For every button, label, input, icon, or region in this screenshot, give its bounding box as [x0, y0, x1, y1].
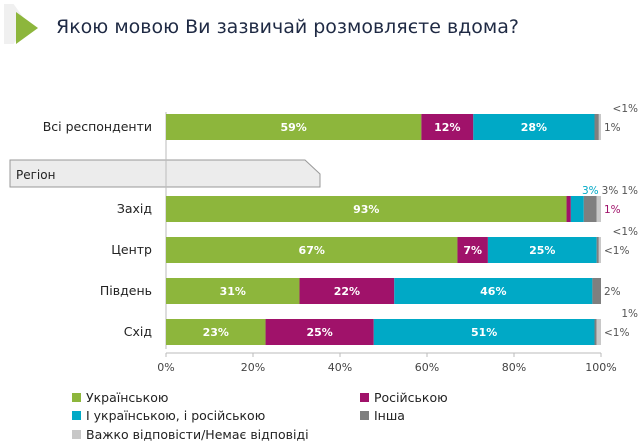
bar-segment — [421, 114, 474, 140]
x-tick-label: 40% — [328, 361, 352, 374]
bar-segment — [166, 237, 458, 263]
data-label: 25% — [306, 326, 332, 339]
category-label: Схід — [124, 324, 152, 339]
legend-item: Інша — [360, 408, 405, 423]
bar-segment — [166, 319, 266, 345]
legend-swatch — [72, 393, 81, 402]
region-header-label: Регіон — [16, 168, 55, 182]
legend-item: І українською, і російською — [72, 408, 265, 423]
bar-segment — [473, 114, 595, 140]
data-label: 59% — [281, 121, 307, 134]
data-label: <1% — [613, 103, 638, 115]
bar-segment — [594, 319, 597, 345]
data-label: 1% — [621, 308, 638, 320]
data-label: 1% — [604, 204, 621, 216]
legend-swatch — [360, 411, 369, 420]
x-tick-label: 20% — [241, 361, 265, 374]
bar-segment — [166, 278, 300, 304]
data-label: 1% — [604, 122, 621, 134]
bar-segment — [596, 196, 601, 222]
data-label: 51% — [471, 326, 497, 339]
data-label: 7% — [463, 244, 482, 257]
legend-item: Важко відповісти/Немає відповіді — [72, 427, 309, 442]
legend-label: Російською — [374, 390, 448, 405]
category-label: Центр — [111, 242, 152, 257]
bar-segment — [594, 114, 599, 140]
bar-segment — [265, 319, 374, 345]
bar-segment — [166, 196, 567, 222]
x-tick-label: 60% — [415, 361, 439, 374]
bar-segment — [592, 278, 601, 304]
data-label: 2% — [604, 286, 621, 298]
legend-label: Важко відповісти/Немає відповіді — [86, 427, 309, 442]
bar-segment — [570, 196, 584, 222]
x-tick-label: 0% — [157, 361, 174, 374]
title-arrow-icon — [16, 12, 38, 44]
legend-item: Російською — [360, 390, 448, 405]
data-label: 67% — [299, 244, 325, 257]
data-label: 3% — [602, 185, 619, 197]
page-title: Якою мовою Ви зазвичай розмовляєте вдома… — [56, 16, 519, 38]
bar-segment — [596, 319, 601, 345]
data-label: 1% — [621, 185, 638, 197]
legend-label: Українською — [86, 390, 169, 405]
bar-segment — [457, 237, 488, 263]
x-tick-label: 100% — [585, 361, 616, 374]
region-header-box — [9, 159, 321, 188]
bar-segment — [596, 237, 599, 263]
legend-swatch — [72, 430, 81, 439]
legend-swatch — [360, 393, 369, 402]
legend-label: Інша — [374, 408, 405, 423]
bar-segment — [166, 114, 422, 140]
data-label: 23% — [203, 326, 229, 339]
data-label: 93% — [353, 203, 379, 216]
legend-swatch — [72, 411, 81, 420]
category-label: Захід — [117, 201, 152, 216]
category-label: Всі респонденти — [43, 119, 152, 134]
bar-segment — [299, 278, 395, 304]
bar-segment — [598, 237, 601, 263]
data-label: <1% — [613, 226, 638, 238]
data-label: 22% — [334, 285, 360, 298]
category-label: Південь — [100, 283, 152, 298]
bar-segment — [394, 278, 593, 304]
data-label: 25% — [529, 244, 555, 257]
bar-segment — [598, 114, 601, 140]
data-label: 3% — [582, 185, 599, 197]
bar-segment — [583, 196, 597, 222]
legend-item: Українською — [72, 390, 168, 405]
data-label: 28% — [521, 121, 547, 134]
bar-segment — [487, 237, 597, 263]
data-label: 12% — [434, 121, 460, 134]
x-tick-label: 80% — [502, 361, 526, 374]
data-label: <1% — [604, 245, 629, 257]
bar-segment — [566, 196, 571, 222]
bar-segment — [373, 319, 595, 345]
legend-label: І українською, і російською — [86, 408, 266, 423]
data-label: 31% — [220, 285, 246, 298]
data-label: 46% — [480, 285, 506, 298]
data-label: <1% — [604, 327, 629, 339]
